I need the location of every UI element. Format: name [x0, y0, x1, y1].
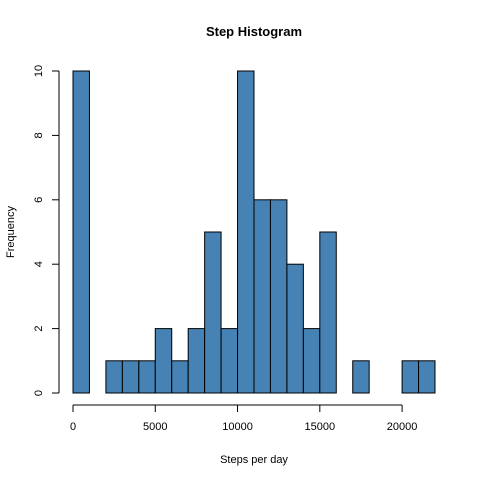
histogram-bar: [253, 199, 271, 394]
y-tick-label: 2: [33, 326, 45, 332]
y-axis: 0 2 4 6 8 10: [33, 65, 60, 396]
histogram-bar: [401, 360, 420, 394]
histogram-bar: [352, 360, 370, 394]
histogram-bar: [302, 328, 321, 394]
histogram-bar: [418, 360, 436, 394]
histogram-bar: [121, 360, 140, 394]
x-tick-label: 0: [70, 421, 76, 433]
x-axis: 0 5000 10000 15000 20000: [70, 404, 418, 433]
histogram-bar: [171, 360, 189, 394]
histogram-bar: [237, 70, 255, 394]
y-tick-label: 6: [33, 197, 45, 203]
histogram-bar: [319, 231, 337, 394]
y-axis-label: Frequency: [5, 206, 17, 258]
y-tick-label: 8: [33, 132, 45, 138]
histogram-bar: [204, 231, 222, 394]
histogram-bar: [154, 328, 173, 394]
histogram-bar: [269, 199, 288, 394]
x-tick-label: 10000: [222, 421, 253, 433]
y-tick-label: 0: [33, 390, 45, 396]
histogram-bar: [72, 70, 90, 394]
histogram-bar: [138, 360, 156, 394]
bars-group: [72, 70, 436, 394]
x-tick-label: 20000: [387, 421, 418, 433]
x-tick-label: 15000: [305, 421, 336, 433]
histogram-bar: [220, 328, 239, 394]
histogram-bar: [105, 360, 123, 394]
histogram-bar: [187, 328, 206, 394]
histogram-bar: [286, 263, 304, 394]
y-tick-label: 4: [33, 261, 45, 267]
y-tick-label: 10: [33, 65, 45, 77]
x-tick-label: 5000: [143, 421, 167, 433]
chart-title: Step Histogram: [206, 24, 302, 39]
x-axis-label: Steps per day: [220, 454, 288, 466]
